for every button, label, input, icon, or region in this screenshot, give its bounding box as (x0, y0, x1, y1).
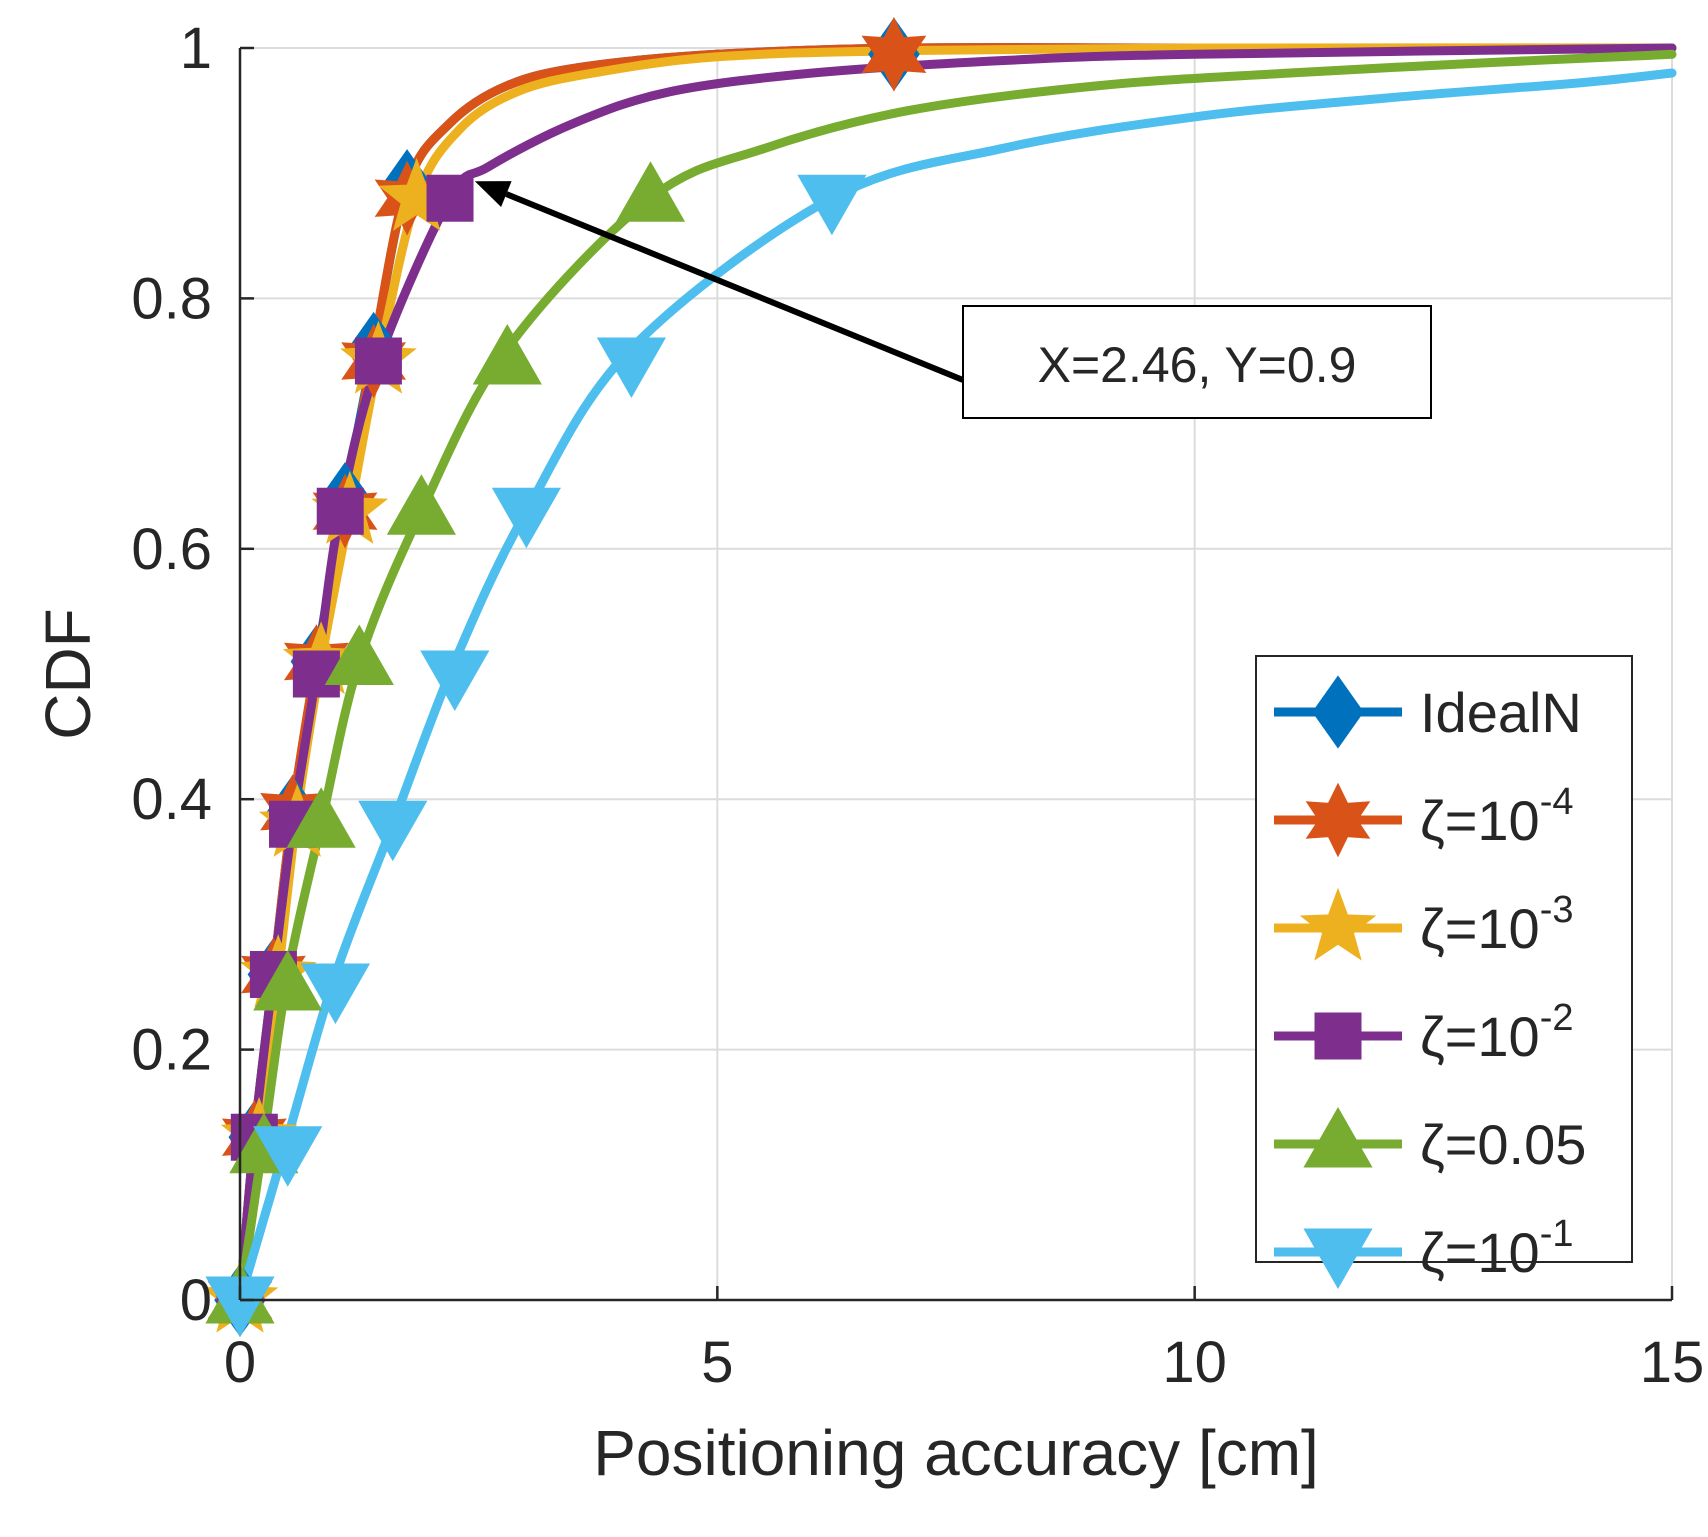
series-4-marker-5 (386, 474, 456, 535)
legend-label-2: ζ=10-3 (1420, 889, 1573, 960)
y-tick-label-3: 0.6 (131, 517, 212, 582)
x-tick-label-3: 15 (1640, 1330, 1705, 1395)
annotation-arrow-head (474, 181, 512, 207)
series-4-marker-2 (253, 949, 323, 1011)
legend-label-4: ζ=0.05 (1420, 1113, 1586, 1176)
legend-label-sup-2: -3 (1540, 889, 1574, 931)
x-tick-label-0: 0 (224, 1330, 256, 1395)
annotation-box (962, 305, 1432, 419)
axes (238, 46, 1674, 1302)
y-axis-label: CDF (32, 608, 104, 740)
legend-marker-2 (1299, 887, 1377, 961)
x-tick-label-1: 5 (701, 1330, 733, 1395)
series-5-marker-7 (797, 174, 867, 236)
legend-label-main-0: IdealN (1420, 681, 1582, 744)
legend-label-sup-3: -2 (1540, 997, 1574, 1039)
y-tick-label-4: 0.8 (131, 266, 212, 331)
tick-labels: 0 5 10 15 0 0.2 0.4 0.6 0.8 1 (131, 16, 1704, 1395)
annotation-text: X=2.46, Y=0.9 (1038, 337, 1357, 393)
series-4-marker-3 (286, 787, 356, 848)
legend-label-0: IdealN (1420, 681, 1582, 744)
annotation-arrow (505, 191, 965, 383)
legend-marker-4 (1303, 1106, 1373, 1168)
legend-label-main-5: ζ=10 (1420, 1221, 1540, 1284)
x-axis-label: Positioning accuracy [cm] (593, 1417, 1319, 1489)
y-tick-label-0: 0 (180, 1268, 212, 1333)
legend-marker-3 (1314, 1012, 1362, 1060)
series-4-marker-7 (615, 161, 686, 222)
series-1-marker-8 (861, 16, 927, 92)
series-5-marker-2 (300, 963, 371, 1025)
legend-label-5: ζ=10-1 (1420, 1213, 1573, 1284)
legend-marker-5 (1303, 1228, 1373, 1290)
y-tick-label-5: 1 (180, 16, 212, 81)
annotation: X=2.46, Y=0.9 (474, 181, 1432, 419)
series-5-marker-3 (358, 800, 428, 862)
series-5-marker-5 (491, 487, 561, 549)
legend-label-3: ζ=10-2 (1420, 997, 1573, 1068)
series-4-marker-6 (472, 323, 542, 385)
legend-label-sup-5: -1 (1540, 1213, 1574, 1255)
series-4-marker-4 (324, 624, 394, 685)
legend-marker-1 (1305, 782, 1371, 858)
series-5-marker-1 (253, 1126, 323, 1187)
legend-label-main-3: ζ=10 (1420, 1005, 1540, 1068)
x-tick-label-2: 10 (1162, 1330, 1227, 1395)
series-5-marker-4 (420, 650, 490, 712)
y-tick-label-1: 0.2 (131, 1018, 212, 1083)
legend-label-main-1: ζ=10 (1420, 789, 1540, 852)
legend-label-1: ζ=10-4 (1420, 781, 1573, 852)
legend-label-main-2: ζ=10 (1420, 897, 1540, 960)
series-3-marker-5 (316, 487, 364, 535)
series-markers (201, 16, 927, 1338)
series-3-marker-7 (426, 174, 474, 222)
series-5-marker-6 (596, 337, 666, 399)
y-tick-label-2: 0.4 (131, 767, 212, 832)
series-3-marker-6 (354, 337, 402, 385)
legend-label-sup-1: -4 (1540, 781, 1574, 823)
legend-marker-0 (1312, 675, 1364, 749)
series-line-4 (235, 49, 1677, 1305)
legend-label-main-4: ζ=0.05 (1420, 1113, 1586, 1176)
